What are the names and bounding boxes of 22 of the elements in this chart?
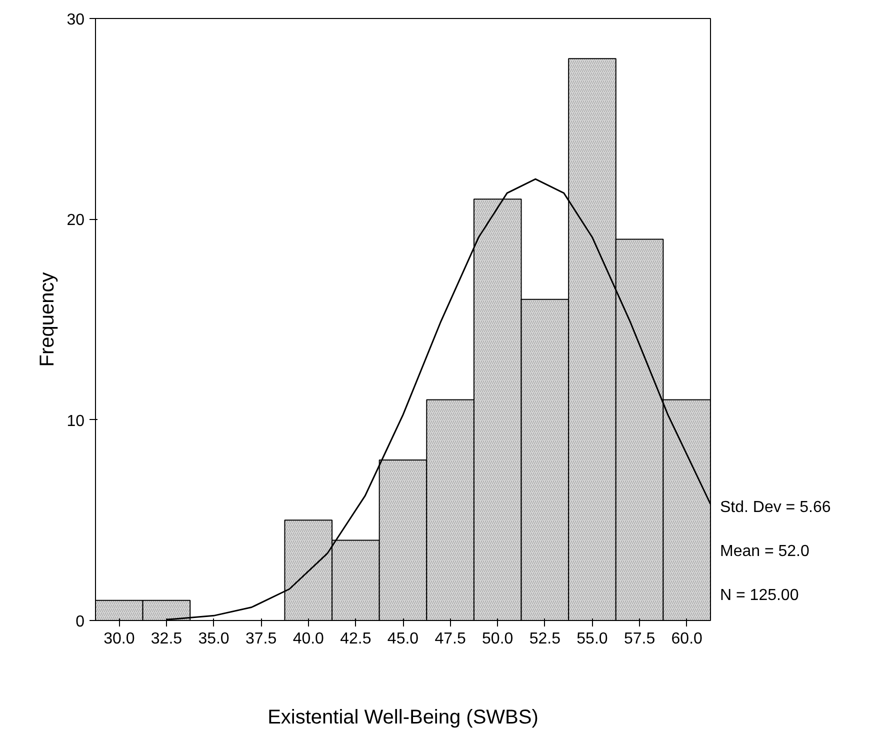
x-tick-label: 50.0: [482, 630, 514, 648]
text: Std. Dev = 5.66: [720, 498, 831, 518]
x-tick-label: 52.5: [529, 630, 561, 648]
x-tick-label: 57.5: [624, 630, 656, 648]
text: Mean = 52.0: [720, 542, 810, 562]
x-tick-label: 32.5: [150, 630, 182, 648]
x-tick-label: 30.0: [104, 630, 135, 648]
x-tick-label: 47.5: [434, 630, 466, 648]
text: N = 125.00: [720, 586, 799, 606]
x-tick-label: 40.0: [292, 630, 324, 648]
y-tick-label: 20: [66, 212, 85, 230]
x-axis-title: Existential Well-Being (SWBS): [268, 706, 538, 728]
y-tick-label: 10: [66, 412, 85, 430]
x-tick-label: 55.0: [576, 630, 608, 648]
x-tick-label: 45.0: [387, 630, 419, 648]
y-axis-title: Frequency: [36, 272, 59, 367]
x-tick-label: 37.5: [246, 630, 277, 648]
x-tick-label: 35.0: [198, 630, 230, 648]
x-tick-label: 42.5: [340, 630, 372, 648]
y-tick-label: 30: [66, 12, 85, 28]
x-tick-label: 60.0: [671, 630, 703, 648]
y-tick-label: 0: [76, 614, 85, 630]
